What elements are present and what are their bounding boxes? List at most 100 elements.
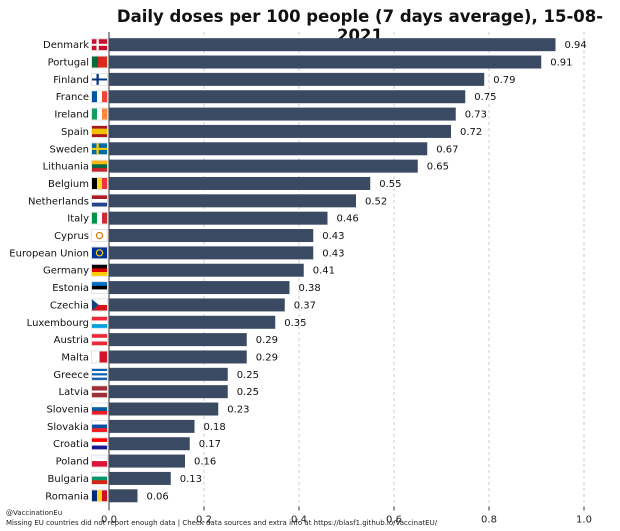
bar-denmark — [109, 38, 556, 52]
bar-austria — [109, 333, 247, 347]
category-label: Denmark — [43, 40, 89, 51]
bar-netherlands — [109, 194, 356, 208]
value-label: 0.41 — [313, 266, 335, 277]
value-label: 0.43 — [322, 231, 344, 242]
bar-germany — [109, 263, 304, 277]
bar-latvia — [109, 385, 228, 399]
category-label: Lithuania — [43, 162, 89, 173]
x-tick-label: 0.0 — [101, 514, 117, 525]
value-label: 0.13 — [180, 474, 202, 485]
flag-latvia-icon — [91, 385, 108, 399]
category-label: Germany — [43, 266, 89, 277]
flag-finland-icon — [91, 72, 108, 86]
flag-spain-icon — [91, 125, 108, 138]
flag-cyprus-icon — [91, 229, 108, 242]
flag-slovakia-icon — [91, 419, 108, 433]
footer-note: Missing EU countries did not report enou… — [6, 519, 438, 527]
value-label: 0.75 — [474, 92, 496, 103]
category-label: Austria — [54, 335, 89, 346]
bar-bulgaria — [109, 471, 171, 485]
flag-poland-icon — [91, 454, 108, 468]
category-label: Spain — [61, 127, 89, 138]
bar-slovenia — [109, 402, 219, 416]
bar-italy — [109, 211, 328, 225]
category-label: Malta — [61, 352, 89, 363]
flag-european-union-icon — [91, 246, 108, 260]
value-label: 0.65 — [427, 162, 449, 173]
flag-austria-icon — [91, 333, 108, 347]
category-label: Bulgaria — [48, 474, 89, 485]
bar-malta — [109, 350, 247, 364]
category-label: Latvia — [59, 387, 89, 398]
value-label: 0.55 — [379, 179, 401, 190]
flag-denmark-icon — [91, 38, 108, 52]
category-label: France — [56, 92, 89, 103]
category-label: Slovakia — [47, 422, 89, 433]
value-label: 0.35 — [284, 318, 306, 329]
flag-portugal-icon — [91, 55, 108, 69]
flag-malta-icon — [91, 350, 108, 364]
value-label: 0.06 — [147, 491, 169, 502]
category-label: Estonia — [52, 283, 89, 294]
bar-finland — [109, 72, 485, 86]
flag-slovenia-icon — [91, 402, 108, 416]
category-label: Netherlands — [28, 196, 89, 207]
flag-czechia-icon — [91, 298, 108, 312]
value-label: 0.16 — [194, 457, 216, 468]
value-label: 0.38 — [299, 283, 321, 294]
flag-greece-icon — [91, 367, 108, 381]
category-label: Greece — [53, 370, 89, 381]
value-label: 0.67 — [436, 144, 458, 155]
bar-portugal — [109, 55, 542, 69]
bar-cyprus — [109, 229, 314, 243]
value-label: 0.25 — [237, 387, 259, 398]
category-label: Romania — [45, 491, 89, 502]
bar-poland — [109, 454, 185, 468]
category-label: Luxembourg — [27, 318, 89, 329]
value-label: 0.73 — [465, 110, 487, 121]
value-label: 0.91 — [550, 58, 572, 69]
value-label: 0.94 — [565, 40, 587, 51]
flag-croatia-icon — [91, 437, 108, 451]
bar-slovakia — [109, 419, 195, 433]
flag-germany-icon — [91, 263, 108, 277]
flag-france-icon — [91, 90, 108, 104]
value-label: 0.79 — [493, 75, 515, 86]
category-label: Finland — [53, 75, 89, 86]
x-tick-label: 1.0 — [576, 514, 592, 525]
value-label: 0.18 — [204, 422, 226, 433]
value-label: 0.23 — [227, 405, 249, 416]
category-label: Italy — [67, 214, 89, 225]
flag-romania-icon — [91, 489, 108, 503]
value-label: 0.46 — [337, 214, 359, 225]
category-label: Belgium — [48, 179, 89, 190]
flag-netherlands-icon — [91, 194, 108, 208]
flag-sweden-icon — [91, 142, 108, 156]
bar-sweden — [109, 142, 428, 156]
category-label: Sweden — [49, 144, 89, 155]
bar-ireland — [109, 107, 456, 121]
value-label: 0.29 — [256, 335, 278, 346]
bar-romania — [109, 489, 138, 503]
x-tick-label: 0.6 — [386, 514, 402, 525]
value-label: 0.37 — [294, 300, 316, 311]
bar-luxembourg — [109, 315, 276, 329]
value-label: 0.29 — [256, 352, 278, 363]
bar-france — [109, 90, 466, 104]
bar-european-union — [109, 246, 314, 260]
value-label: 0.17 — [199, 439, 221, 450]
bar-belgium — [109, 176, 371, 190]
category-label: Portugal — [48, 58, 89, 69]
bar-greece — [109, 367, 228, 381]
x-tick-label: 0.8 — [481, 514, 497, 525]
bar-croatia — [109, 437, 190, 451]
category-label: European Union — [9, 248, 89, 259]
flag-ireland-icon — [91, 107, 108, 121]
category-label: Cyprus — [54, 231, 89, 242]
bar-spain — [109, 124, 451, 138]
category-label: Ireland — [54, 110, 89, 121]
category-label: Slovenia — [46, 405, 89, 416]
x-tick-label: 0.2 — [196, 514, 212, 525]
value-label: 0.25 — [237, 370, 259, 381]
